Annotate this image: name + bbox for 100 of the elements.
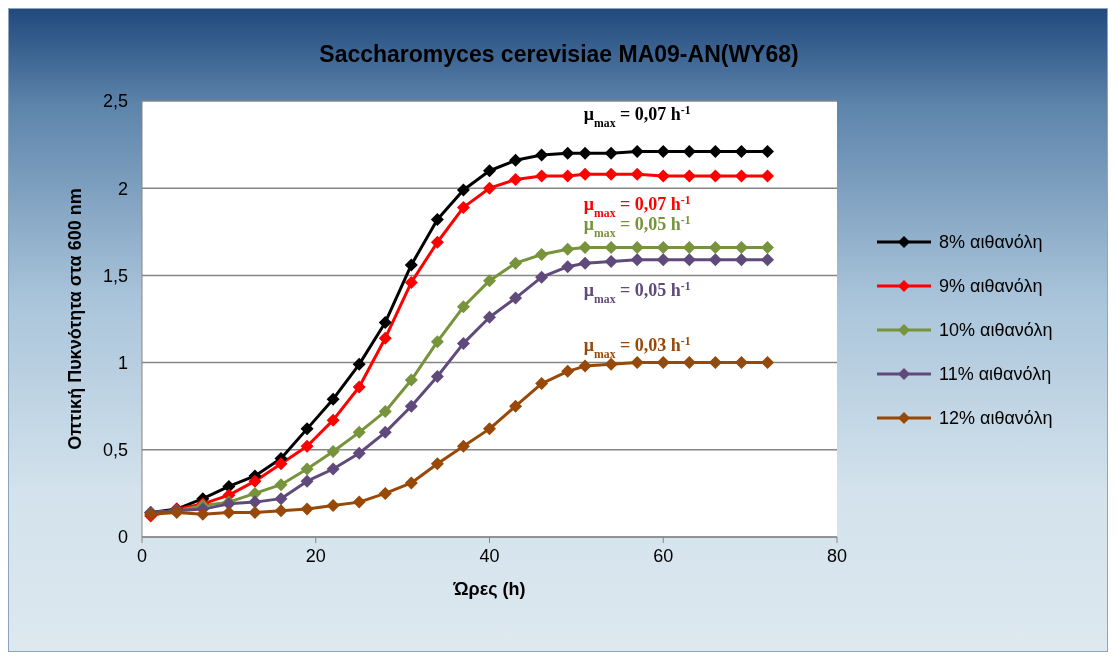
point [248, 506, 262, 520]
point [604, 146, 618, 160]
point [430, 457, 444, 471]
point [248, 495, 262, 509]
annotation: μ$_{max}$ = 0,07 h$^{-1}$ [583, 103, 691, 130]
point [509, 399, 523, 413]
point [509, 256, 523, 270]
point [578, 146, 592, 160]
point [378, 331, 392, 345]
legend-label: 9% αιθανόλη [939, 275, 1043, 297]
point [326, 413, 340, 427]
annotation: μ$_{max}$ = 0,05 h$^{-1}$ [583, 279, 691, 306]
annotation: μ$_{max}$ = 0,03 h$^{-1}$ [583, 334, 691, 361]
point [404, 373, 418, 387]
point [196, 507, 210, 521]
point [561, 260, 575, 274]
point [274, 478, 288, 492]
point [708, 253, 722, 267]
point [708, 145, 722, 159]
point [604, 254, 618, 268]
point [326, 392, 340, 406]
point [456, 300, 470, 314]
point [708, 241, 722, 254]
point [352, 446, 366, 460]
point [509, 291, 523, 305]
y-axis-title: Οπτική Πυκνότητα στα 600 nm [65, 188, 86, 450]
y-tick-label: 1,5 [102, 265, 128, 286]
point [378, 425, 392, 439]
point [300, 439, 314, 453]
point [483, 310, 496, 324]
point [578, 256, 592, 270]
legend-label: 11% αιθανόλη [939, 363, 1052, 385]
point [734, 145, 748, 159]
point [535, 148, 549, 162]
legend-label: 10% αιθανόλη [939, 319, 1053, 341]
point [248, 474, 262, 488]
point [300, 502, 314, 516]
x-axis-title: Ώρες (h) [452, 579, 526, 599]
point [404, 275, 418, 289]
point [535, 377, 549, 391]
point [761, 241, 774, 254]
point [352, 425, 366, 439]
point [682, 253, 696, 267]
point [734, 253, 748, 267]
point [378, 404, 392, 418]
point [483, 422, 496, 436]
point [535, 169, 549, 183]
point [734, 241, 748, 254]
point [682, 145, 696, 159]
point [630, 145, 644, 159]
point [561, 364, 575, 378]
legend-label: 12% αιθανόλη [939, 407, 1053, 429]
point [483, 181, 496, 195]
point [761, 169, 774, 183]
point [456, 439, 470, 453]
point [456, 336, 470, 350]
point [630, 241, 644, 254]
point [274, 504, 288, 518]
point [604, 357, 618, 371]
point [682, 356, 696, 370]
point [274, 492, 288, 506]
point [483, 274, 496, 288]
point [404, 399, 418, 413]
y-tick-label: 0 [117, 527, 128, 548]
point [761, 356, 774, 370]
point [456, 183, 470, 197]
point [578, 167, 592, 181]
point [274, 457, 288, 471]
point [734, 169, 748, 183]
point [535, 247, 549, 261]
point [352, 495, 366, 509]
point [378, 486, 392, 500]
point [708, 356, 722, 370]
point [604, 167, 618, 181]
point [578, 241, 592, 254]
point [630, 356, 644, 370]
point [509, 153, 523, 167]
point [404, 476, 418, 490]
point [509, 172, 523, 186]
point [656, 169, 670, 183]
legend-label: 8% αιθανόλη [939, 231, 1043, 253]
point [326, 462, 340, 476]
x-tick-label: 40 [479, 545, 500, 566]
point [561, 169, 575, 183]
x-tick-label: 0 [136, 545, 148, 566]
point [630, 253, 644, 267]
point [630, 167, 644, 181]
point [604, 241, 618, 254]
y-tick-label: 1 [117, 352, 128, 373]
point [578, 359, 592, 373]
point [352, 380, 366, 394]
point [656, 241, 670, 254]
y-tick-label: 2 [117, 178, 128, 199]
point [483, 164, 496, 178]
point [561, 146, 575, 160]
point [326, 445, 340, 459]
point [456, 200, 470, 214]
point [430, 235, 444, 249]
point [352, 357, 366, 371]
y-tick-label: 2,5 [102, 91, 128, 112]
